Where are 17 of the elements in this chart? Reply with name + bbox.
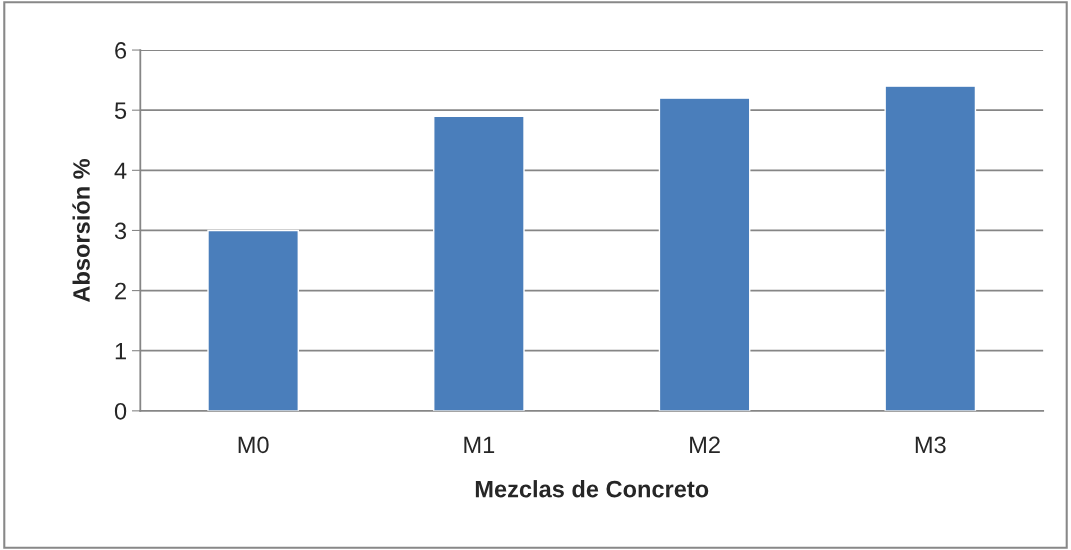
x-tick-label: M1 — [464, 436, 495, 453]
bar — [433, 115, 525, 411]
bar — [207, 229, 299, 411]
y-tick-label: 5 — [114, 102, 127, 119]
bar — [658, 97, 751, 411]
y-tick-label: 3 — [114, 222, 127, 240]
bar — [884, 85, 977, 411]
y-tick-label: 6 — [115, 42, 127, 59]
x-tick-label: M3 — [915, 436, 946, 454]
x-tick-label: M2 — [690, 436, 720, 453]
x-tick-label: M0 — [238, 436, 269, 454]
y-tick-label: 1 — [115, 343, 126, 360]
x-axis-title: Mezclas de Concreto — [475, 480, 709, 498]
y-tick-label: 4 — [114, 162, 127, 179]
y-tick-label: 2 — [115, 282, 126, 300]
y-tick-label: 0 — [114, 402, 127, 420]
y-axis-title: Absorsión % — [72, 158, 90, 303]
